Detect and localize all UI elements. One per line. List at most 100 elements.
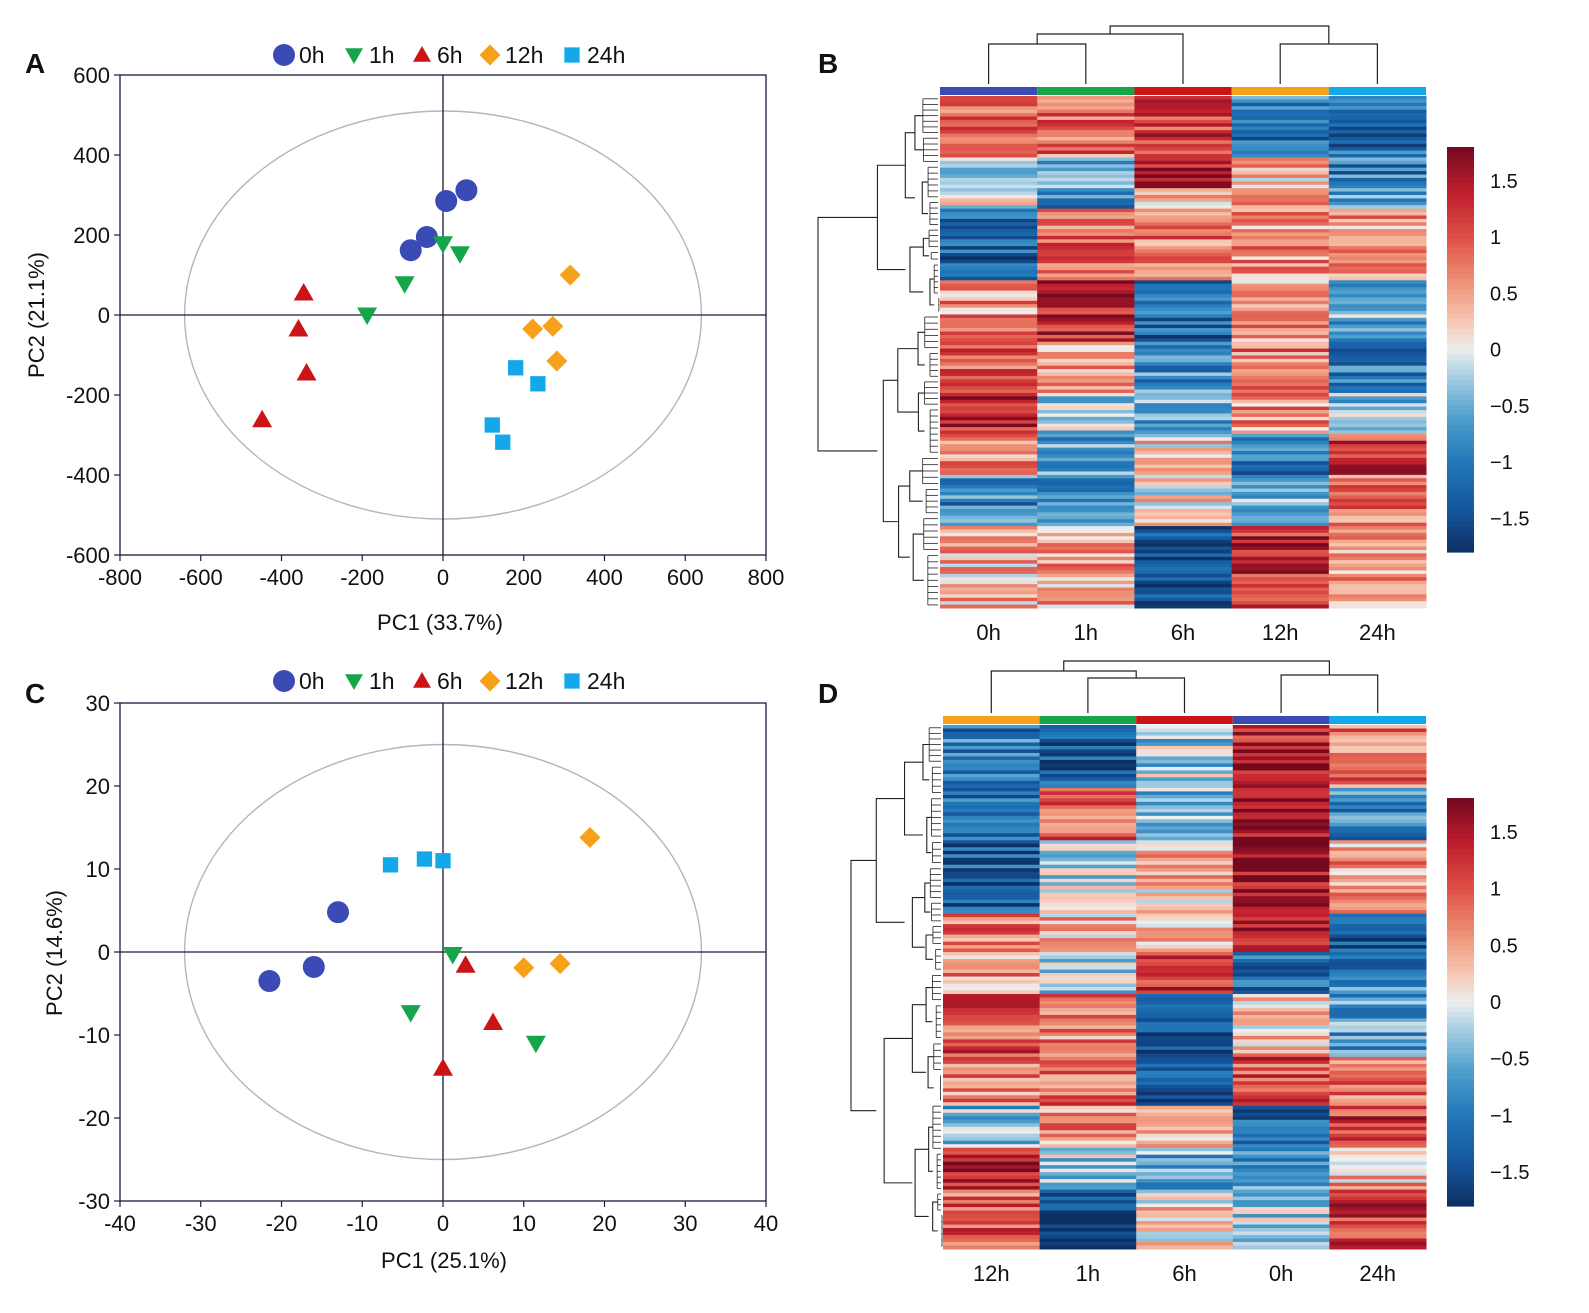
heat-cell-24h-b [1328,205,1427,210]
heat-cell-6h-d [1136,857,1234,862]
heat-cell-0h-b [940,495,1038,500]
heat-cell-24h-b [1328,109,1427,114]
colorbar-segment-b [1447,395,1474,401]
row-dendrogram-link-b [929,278,935,306]
heat-cell-12h-b [1231,396,1330,401]
heat-cell-0h-b [940,205,1038,210]
heat-cell-0h-d [1232,920,1330,925]
heat-cell-24h-b [1328,293,1427,298]
heat-cell-1h-b [1037,573,1135,578]
colorbar-segment-d [1447,798,1474,804]
heat-cell-12h-d [943,1035,1041,1040]
y-tick-label-a: 400 [73,143,110,168]
heat-cell-1h-d [1039,1007,1137,1012]
heat-cell-0h-d [1232,1154,1330,1159]
heat-cell-1h-b [1037,430,1135,435]
heat-cell-24h-b [1328,481,1427,486]
heat-cell-1h-d [1039,1130,1137,1135]
heat-cell-0h-d [1232,1088,1330,1093]
heat-cell-0h-b [940,505,1038,510]
heat-cell-0h-d [1232,871,1330,876]
heat-cell-12h-b [1231,198,1330,203]
heat-cell-12h-b [1231,532,1330,537]
colorbar-segment-d [1447,1053,1474,1059]
heat-cell-1h-d [1039,924,1137,929]
heat-cell-0h-d [1232,1035,1330,1040]
heat-cell-12h-d [943,889,1041,894]
colorbar-tick-label-b: 1 [1490,227,1501,249]
heat-cell-0h-b [940,123,1038,128]
heat-cell-1h-b [1037,471,1135,476]
panel-letter-d: D [818,678,838,709]
legend-marker-1h-a [345,48,363,64]
heat-cell-6h-d [1136,745,1234,750]
heat-cell-0h-d [1232,976,1330,981]
heat-cell-0h-d [1232,850,1330,855]
heat-cell-1h-d [1039,917,1137,922]
heat-cell-24h-d [1329,801,1427,806]
heat-cell-12h-d [943,1133,1041,1138]
heat-cell-0h-d [1232,924,1330,929]
heat-cell-1h-b [1037,358,1135,363]
heat-cell-12h-b [1231,594,1330,599]
heat-cell-0h-d [1232,927,1330,932]
heat-cell-0h-b [940,362,1038,367]
heat-cell-1h-b [1037,461,1135,466]
heat-cell-1h-b [1037,532,1135,537]
heat-cell-0h-d [1232,1084,1330,1089]
heat-cell-12h-b [1231,253,1330,257]
colorbar-segment-d [1447,1139,1474,1146]
heat-cell-12h-d [943,1042,1041,1047]
colorbar-segment-b [1447,324,1474,330]
colorbar-segment-d [1447,1160,1474,1166]
heat-cell-12h-d [943,843,1041,848]
colorbar-tick-label-d: 1 [1490,879,1501,901]
heat-cell-0h-b [940,266,1038,271]
colorbar-segment-b [1447,531,1474,538]
heat-cell-1h-d [1039,952,1137,957]
heat-cell-24h-d [1329,973,1427,978]
heat-cell-12h-b [1231,512,1330,517]
heat-cell-24h-d [1329,763,1427,768]
colorbar-segment-b [1447,496,1474,502]
heat-cell-12h-d [943,822,1041,827]
heat-cell-6h-b [1134,276,1233,281]
heat-cell-0h-d [1232,801,1330,806]
heat-cell-12h-d [943,1210,1041,1215]
y-tick-label-c: -30 [78,1189,110,1214]
heat-cell-24h-d [1329,1102,1427,1107]
colorbar-segment-d [1447,940,1474,947]
heat-cell-1h-d [1039,1039,1137,1044]
heat-cell-24h-b [1328,536,1427,541]
heat-cell-12h-d [943,1147,1041,1152]
heat-cell-12h-d [943,850,1041,855]
point-24h-c [435,853,451,869]
heat-cell-0h-b [940,147,1038,152]
heat-cell-0h-d [1232,756,1330,761]
heat-cell-24h-d [1329,1084,1427,1089]
heat-cell-24h-b [1328,389,1427,394]
heat-cell-1h-b [1037,208,1135,213]
heat-cell-6h-b [1134,215,1233,220]
colorbar-segment-d [1447,1185,1474,1192]
colorbar-segment-d [1447,1012,1474,1018]
x-axis-label-a: PC1 (33.7%) [377,610,503,635]
legend-label-0h-a: 0h [299,42,325,68]
heat-cell-24h-d [1329,742,1427,747]
heat-cell-24h-b [1328,280,1427,285]
heat-cell-6h-b [1134,450,1233,455]
heat-cell-0h-b [940,430,1038,435]
heat-cell-6h-d [1136,1105,1234,1110]
colorbar-segment-d [1447,1170,1474,1176]
heat-cell-1h-b [1037,437,1135,442]
heat-cell-24h-d [1329,955,1427,960]
heat-cell-0h-d [1232,1210,1330,1215]
heat-cell-1h-d [1039,941,1137,946]
heat-cell-0h-d [1232,1144,1330,1149]
heat-cell-0h-d [1232,812,1330,817]
heat-cell-24h-b [1328,123,1427,128]
heat-cell-1h-d [1039,1235,1137,1240]
heat-cell-12h-d [943,1168,1041,1173]
heat-cell-12h-d [943,924,1041,929]
group-bar-12h-b [1231,87,1329,95]
